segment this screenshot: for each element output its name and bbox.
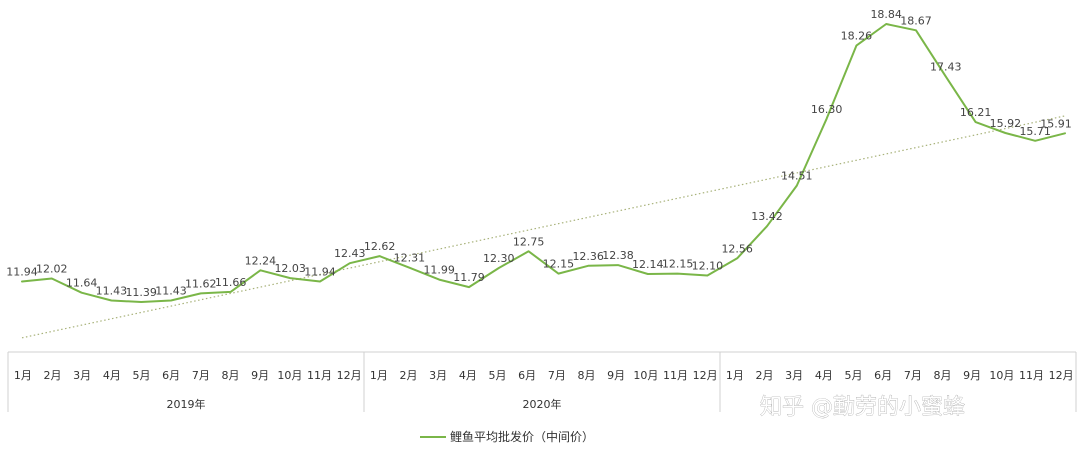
x-tick-label: 8月: [578, 369, 596, 382]
x-tick-label: 12月: [693, 369, 718, 382]
data-label: 12.15: [543, 258, 575, 271]
data-label: 13.42: [751, 210, 783, 223]
data-label: 11.94: [6, 265, 38, 278]
trendline-layer: [21, 115, 1066, 339]
data-label: 11.66: [215, 276, 247, 289]
data-label: 12.24: [245, 254, 277, 267]
x-tick-label: 12月: [1049, 369, 1074, 382]
data-label: 15.91: [1040, 117, 1072, 130]
data-label: 12.75: [513, 235, 545, 248]
series-layer: [21, 23, 1066, 303]
x-tick-label: 11月: [663, 369, 688, 382]
data-label: 18.26: [841, 30, 873, 43]
legend: 鲤鱼平均批发价（中间价）: [420, 429, 594, 444]
data-label: 12.43: [334, 247, 366, 260]
x-tick-label: 6月: [162, 369, 180, 382]
x-tick-label: 6月: [518, 369, 536, 382]
data-label: 12.56: [721, 242, 753, 255]
x-tick-label: 11月: [307, 369, 332, 382]
x-tick-label: 5月: [133, 369, 151, 382]
data-label: 12.02: [36, 262, 68, 275]
x-tick-label: 12月: [337, 369, 362, 382]
year-label: 2020年: [523, 397, 562, 411]
data-label: 17.43: [930, 61, 962, 74]
data-label: 12.30: [483, 252, 515, 265]
data-label: 15.71: [1019, 125, 1051, 138]
data-label: 12.36: [572, 250, 604, 263]
year-label: 2019年: [167, 397, 206, 411]
data-label: 11.99: [423, 264, 455, 277]
data-label: 14.51: [781, 170, 813, 183]
data-label: 12.03: [274, 262, 306, 275]
data-label: 18.84: [870, 8, 902, 21]
x-tick-label: 4月: [103, 369, 121, 382]
x-tick-label: 2月: [44, 369, 62, 382]
x-tick-label: 1月: [14, 369, 32, 382]
x-tick-label: 3月: [429, 369, 447, 382]
x-tick-label: 7月: [192, 369, 210, 382]
x-tick-label: 10月: [989, 369, 1014, 382]
x-tick-label: 11月: [1019, 369, 1044, 382]
data-label: 18.67: [900, 14, 932, 27]
data-label: 11.94: [304, 265, 336, 278]
data-label: 12.10: [692, 260, 724, 273]
x-tick-label: 7月: [904, 369, 922, 382]
x-tick-label: 5月: [489, 369, 507, 382]
x-tick-label: 7月: [548, 369, 566, 382]
data-label: 15.92: [990, 117, 1022, 130]
x-tick-label: 6月: [874, 369, 892, 382]
data-label: 11.64: [66, 277, 98, 290]
data-label: 11.43: [155, 285, 187, 298]
x-tick-label: 9月: [963, 369, 981, 382]
data-label: 12.15: [662, 258, 694, 271]
watermark: 知乎 @勤劳的小蜜蜂: [760, 395, 965, 420]
x-tick-label: 10月: [633, 369, 658, 382]
x-tick-label: 9月: [251, 369, 269, 382]
x-tick-label: 3月: [785, 369, 803, 382]
x-axis: 1月 2月 3月 4月 5月 6月 7月 8月 9月 10月 11月 12月 2019年 1月 2月 3月 4月…: [7, 351, 1077, 412]
x-tick-label: 1月: [370, 369, 388, 382]
x-tick-label: 4月: [459, 369, 477, 382]
data-label: 11.62: [185, 277, 217, 290]
data-labels: 11.9412.0211.6411.4311.3911.4311.6211.66…: [6, 8, 1072, 299]
data-label: 12.38: [602, 249, 634, 262]
x-tick-label: 9月: [607, 369, 625, 382]
data-label: 11.79: [453, 271, 485, 284]
data-label: 12.62: [364, 240, 396, 253]
x-tick-label: 1月: [726, 369, 744, 382]
x-tick-label: 4月: [815, 369, 833, 382]
x-tick-label: 2月: [756, 369, 774, 382]
data-label: 12.31: [394, 252, 426, 265]
x-tick-label: 10月: [277, 369, 302, 382]
data-label: 16.21: [960, 106, 992, 119]
series-line: [21, 23, 1066, 303]
trendline: [21, 115, 1066, 339]
x-tick-label: 3月: [73, 369, 91, 382]
x-tick-label: 8月: [934, 369, 952, 382]
data-label: 11.43: [96, 285, 128, 298]
legend-label: 鲤鱼平均批发价（中间价）: [450, 429, 594, 444]
x-tick-label: 2月: [400, 369, 418, 382]
data-label: 12.14: [632, 258, 664, 271]
data-label: 16.30: [811, 103, 843, 116]
x-tick-label: 5月: [845, 369, 863, 382]
x-tick-label: 8月: [222, 369, 240, 382]
data-label: 11.39: [125, 286, 157, 299]
